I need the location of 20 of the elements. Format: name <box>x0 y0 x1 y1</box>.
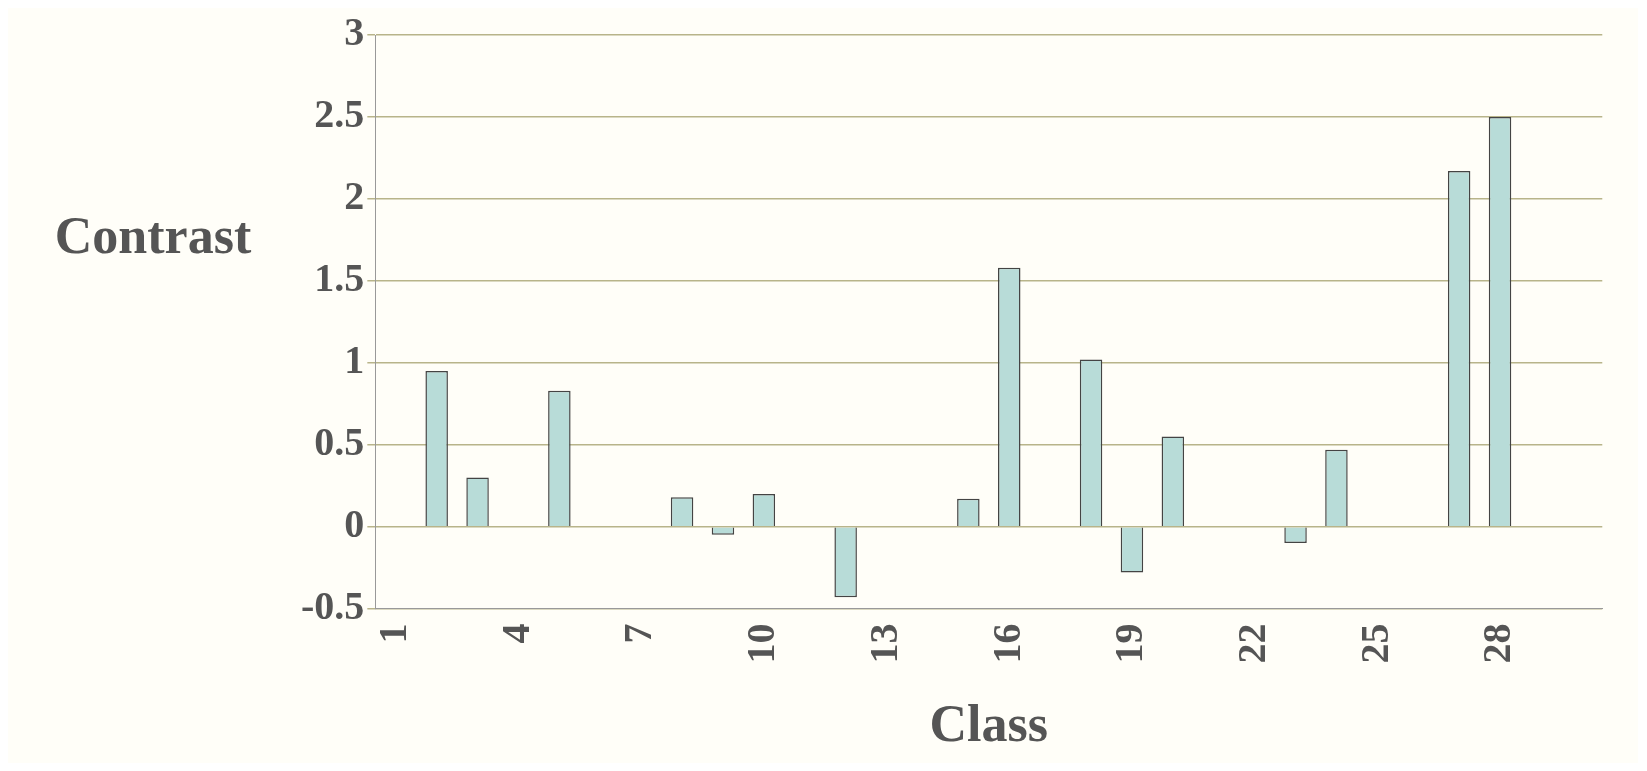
y-axis-title: Contrast <box>53 206 253 265</box>
x-tick-label: 10 <box>738 623 784 664</box>
x-tick-label: 22 <box>1228 623 1274 664</box>
x-tick-label: 28 <box>1474 623 1520 664</box>
y-tick-label: 2.5 <box>314 91 365 137</box>
x-tick-label: 1 <box>370 623 416 644</box>
x-axis-title: Class <box>929 695 1049 753</box>
y-tick-label: 0.5 <box>314 419 365 465</box>
x-tick-label: 7 <box>615 623 661 644</box>
y-tick-label: 3 <box>344 9 365 55</box>
y-tick-label: -0.5 <box>300 582 365 628</box>
y-tick-label: 1.5 <box>314 255 365 301</box>
y-tick-label: 2 <box>344 173 365 219</box>
x-tick-label: 16 <box>983 623 1029 664</box>
y-tick-label: 0 <box>344 500 365 546</box>
x-tick-label: 25 <box>1351 623 1397 664</box>
x-tick-label: 19 <box>1106 623 1152 664</box>
x-tick-label: 13 <box>860 623 906 664</box>
y-tick-label: 1 <box>344 337 365 383</box>
x-tick-label: 4 <box>492 623 538 644</box>
